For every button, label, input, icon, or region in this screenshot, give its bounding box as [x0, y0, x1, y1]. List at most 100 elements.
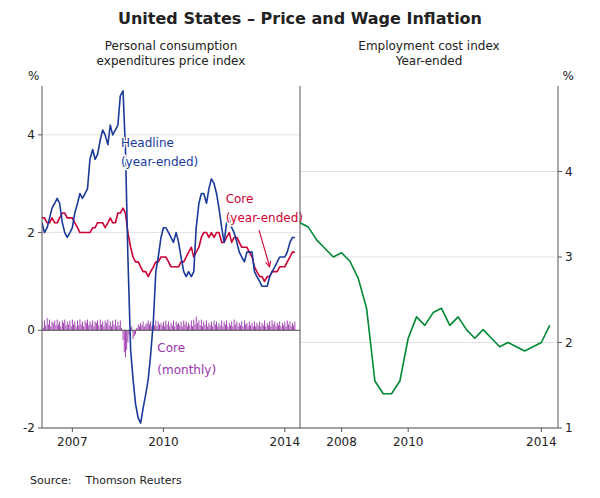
bar [122, 330, 124, 340]
line [300, 223, 550, 394]
bar [107, 320, 109, 331]
grid-line [42, 428, 300, 429]
bar [233, 320, 235, 331]
bar [111, 326, 113, 330]
bar [240, 325, 242, 330]
figure-title: United States – Price and Wage Inflation [118, 9, 482, 28]
bar [270, 326, 272, 330]
chart: United States – Price and Wage Inflation… [0, 0, 600, 498]
bar [184, 324, 186, 330]
bar [277, 325, 279, 330]
bar [223, 321, 225, 330]
bar [137, 324, 139, 330]
bar [269, 321, 271, 330]
bar [238, 323, 240, 330]
bar [133, 330, 135, 336]
bar [272, 324, 274, 330]
annotation: Core [226, 192, 254, 206]
bar [185, 321, 187, 330]
bar [50, 326, 52, 330]
bar [75, 326, 77, 330]
bar [104, 321, 106, 331]
y-tick [38, 134, 42, 135]
bar [78, 325, 80, 330]
y-axis-right [558, 86, 559, 428]
bar [146, 323, 148, 330]
bar [285, 326, 287, 330]
bar [47, 324, 49, 330]
bar [288, 324, 290, 330]
x-tick-label: 2014 [526, 435, 557, 449]
x-tick-label: 2007 [57, 435, 88, 449]
bar [231, 321, 233, 330]
bar [112, 321, 114, 331]
bar [210, 321, 212, 330]
annotation-arrow [259, 230, 271, 267]
bar [213, 321, 215, 331]
bar [59, 321, 61, 330]
panel: -2024200720102014Personal consumptionexp… [23, 39, 303, 449]
bar [260, 326, 262, 330]
x-tick-label: 2010 [393, 435, 424, 449]
bar [242, 326, 244, 330]
bar [46, 318, 48, 330]
bar [204, 324, 206, 330]
bar [54, 321, 56, 331]
bar [195, 317, 197, 331]
grid-line [300, 257, 558, 258]
x-tick [541, 428, 542, 432]
y-tick [38, 428, 42, 429]
bar [99, 320, 101, 331]
bar [166, 324, 168, 330]
bar [230, 325, 232, 330]
panel: 1234200820102014Employment cost indexYea… [300, 39, 574, 449]
x-axis [300, 428, 558, 429]
bar [218, 323, 220, 330]
bar [64, 320, 66, 331]
bar [147, 321, 149, 331]
annotation: (year-ended) [121, 155, 198, 169]
bar [108, 325, 110, 330]
bar [291, 323, 293, 330]
zero-line [42, 330, 300, 331]
bar [118, 325, 120, 330]
y-tick-label: 2 [27, 226, 35, 240]
bar [271, 321, 273, 331]
bar [79, 320, 81, 331]
bar [135, 330, 137, 334]
bar [267, 325, 269, 330]
bar [254, 321, 256, 330]
bar [188, 323, 190, 330]
bar [119, 321, 121, 331]
bar [214, 324, 216, 330]
y-tick-label: 3 [565, 250, 573, 264]
bar [275, 326, 277, 330]
bar [84, 321, 86, 331]
y-tick [38, 232, 42, 233]
bar [189, 325, 191, 330]
bar [145, 324, 147, 330]
y-tick-label: 4 [565, 165, 573, 179]
bar [289, 321, 291, 330]
background [0, 0, 600, 498]
grid-line [300, 342, 558, 343]
bar [172, 321, 174, 331]
bar [61, 321, 63, 331]
x-tick [163, 428, 164, 432]
bar [198, 321, 200, 331]
y-tick-label: -2 [23, 421, 35, 435]
bar [127, 330, 129, 342]
bar [105, 323, 107, 330]
bar [51, 321, 53, 330]
bar [264, 321, 266, 331]
bar [236, 321, 238, 330]
bar [203, 321, 205, 330]
bar [138, 326, 140, 330]
bar [113, 324, 115, 330]
bar [90, 324, 92, 330]
bar [294, 321, 296, 330]
bar [154, 325, 156, 330]
bar [199, 325, 201, 330]
bar [171, 325, 173, 330]
bar [109, 321, 111, 330]
